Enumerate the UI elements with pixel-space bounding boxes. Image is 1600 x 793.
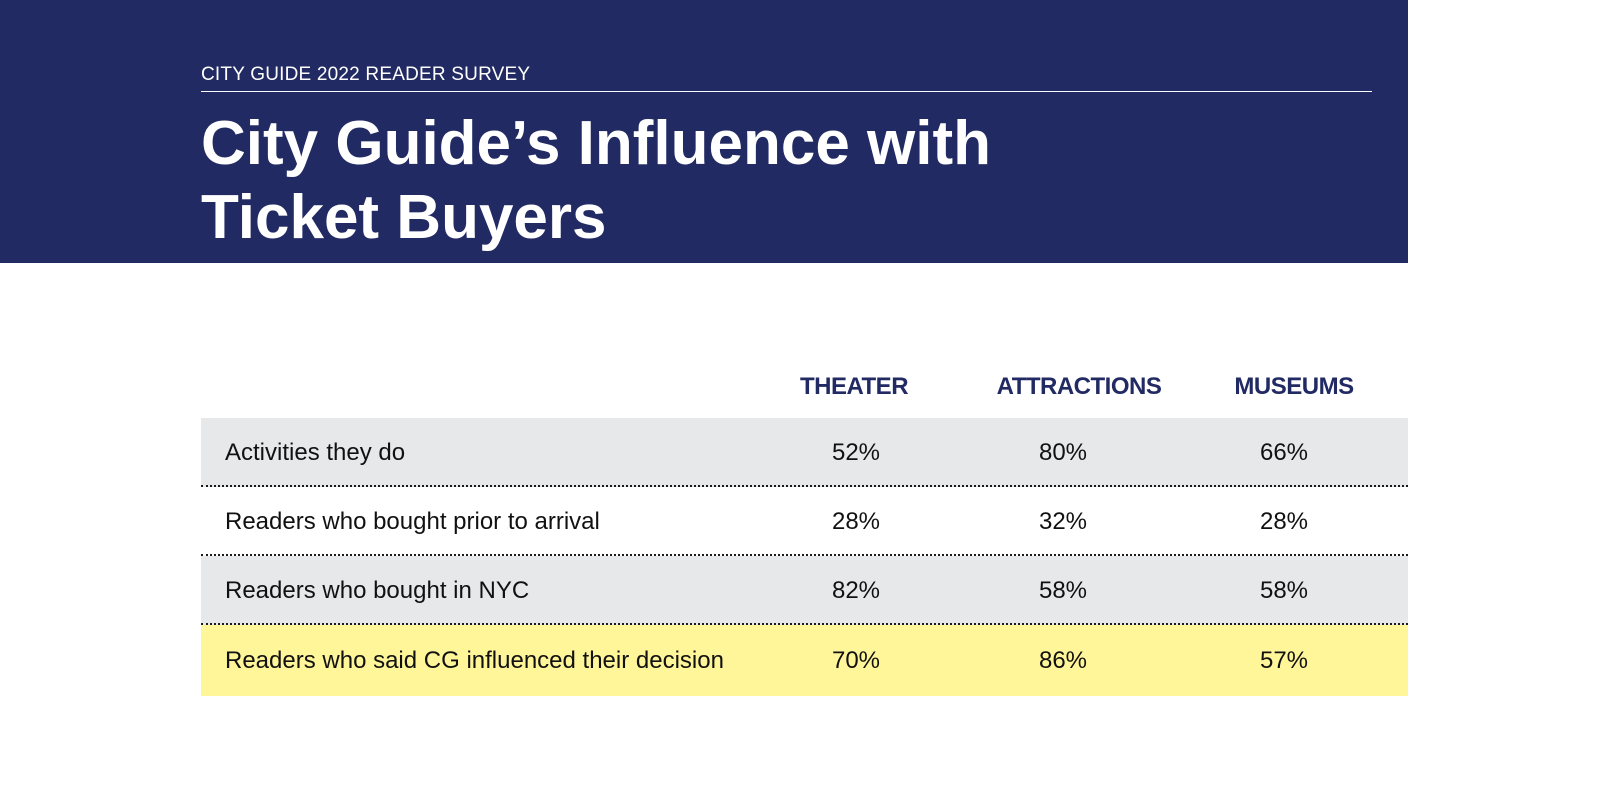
cell-museums: 57% xyxy=(1259,647,1309,674)
table-row-bought-nyc: Readers who bought in NYC 82% 58% 58% xyxy=(201,556,1408,625)
row-label: Activities they do xyxy=(225,439,406,466)
cell-theater: 52% xyxy=(831,439,881,466)
page-title: City Guide’s Influence with Ticket Buyer… xyxy=(201,107,1201,255)
table-header-row: THEATER ATTRACTIONS MUSEUMS xyxy=(201,356,1408,418)
cell-theater: 82% xyxy=(831,577,881,604)
survey-table: THEATER ATTRACTIONS MUSEUMS Activities t… xyxy=(201,356,1408,696)
cell-attractions: 58% xyxy=(1038,577,1088,604)
table-row-activities: Activities they do 52% 80% 66% xyxy=(201,418,1408,487)
survey-kicker: CITY GUIDE 2022 READER SURVEY xyxy=(201,64,531,85)
row-label: Readers who bought in NYC xyxy=(225,577,530,604)
column-header-attractions: ATTRACTIONS xyxy=(996,373,1162,400)
header-banner: CITY GUIDE 2022 READER SURVEY City Guide… xyxy=(0,0,1408,263)
cell-attractions: 80% xyxy=(1038,439,1088,466)
cell-museums: 28% xyxy=(1259,508,1309,535)
column-header-theater: THEATER xyxy=(799,373,909,400)
cell-theater: 28% xyxy=(831,508,881,535)
cell-museums: 66% xyxy=(1259,439,1309,466)
table-row-bought-prior: Readers who bought prior to arrival 28% … xyxy=(201,487,1408,556)
table-row-cg-influenced: Readers who said CG influenced their dec… xyxy=(201,625,1408,696)
cell-attractions: 86% xyxy=(1038,647,1088,674)
column-header-museums: MUSEUMS xyxy=(1234,373,1354,400)
cell-museums: 58% xyxy=(1259,577,1309,604)
row-label: Readers who said CG influenced their dec… xyxy=(225,647,724,674)
title-line-2: Ticket Buyers xyxy=(201,183,607,252)
cell-attractions: 32% xyxy=(1038,508,1088,535)
header-divider xyxy=(201,91,1372,92)
row-label: Readers who bought prior to arrival xyxy=(225,508,600,535)
title-line-1: City Guide’s Influence with xyxy=(201,109,992,178)
cell-theater: 70% xyxy=(831,647,881,674)
